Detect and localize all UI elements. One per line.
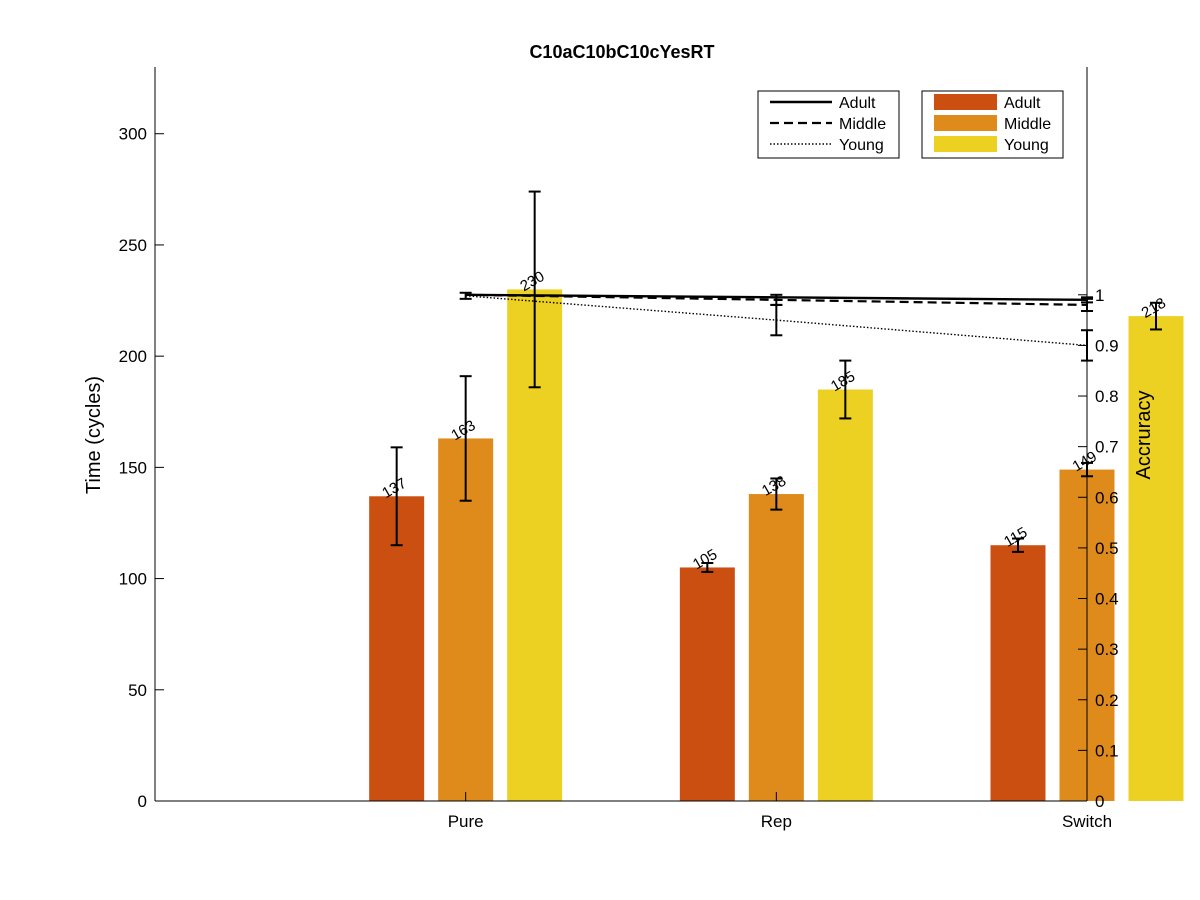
y-axis-left-label: Time (cycles)	[83, 376, 105, 494]
y-axis-right-label: Accruracy	[1133, 391, 1155, 480]
y-left-tick-label: 100	[119, 570, 147, 589]
y-right-tick-label: 0.4	[1095, 590, 1119, 609]
y-right-tick-label: 1	[1095, 286, 1104, 305]
legend-bar-swatch	[934, 94, 997, 110]
legend-line-label: Young	[839, 137, 884, 154]
y-right-tick-label: 0.1	[1095, 741, 1119, 760]
legend-bar-label: Young	[1004, 137, 1049, 154]
y-right-tick-label: 0.7	[1095, 438, 1119, 457]
y-left-tick-label: 200	[119, 347, 147, 366]
y-right-tick-label: 0.6	[1095, 488, 1119, 507]
y-right-tick-label: 0.2	[1095, 691, 1119, 710]
legend-bar-swatch	[934, 115, 997, 131]
bar-young	[817, 389, 873, 801]
y-left-tick-label: 0	[138, 792, 147, 811]
y-right-tick-label: 0.3	[1095, 640, 1119, 659]
y-left-tick-label: 150	[119, 458, 147, 477]
bar-adult	[369, 496, 425, 801]
y-right-tick-label: 0.9	[1095, 336, 1119, 355]
legend-bar-label: Adult	[1004, 95, 1041, 112]
x-tick-label: Pure	[448, 812, 484, 831]
x-tick-label: Switch	[1062, 812, 1112, 831]
y-right-tick-label: 0.5	[1095, 539, 1119, 558]
y-right-tick-label: 0.8	[1095, 387, 1119, 406]
y-right-tick-label: 0	[1095, 792, 1104, 811]
x-tick-label: Rep	[761, 812, 792, 831]
legend-bar-swatch	[934, 136, 997, 152]
legend-bar-label: Middle	[1004, 116, 1051, 133]
bar-middle	[748, 494, 804, 801]
bar-adult	[990, 545, 1046, 801]
legend: Adult Middle Young Adult Middle Young	[757, 90, 1064, 159]
axes-layer: 0 50 100 150 200 250 300 0 0.1 0.2 0.3 0.4 0.5 0.6 0.7…	[119, 67, 1119, 831]
bar-adult	[679, 567, 735, 801]
chart-title: C10aC10bC10cYesRT	[529, 42, 714, 62]
y-left-tick-label: 250	[119, 236, 147, 255]
bar-young	[1128, 316, 1184, 801]
y-left-tick-label: 300	[119, 125, 147, 144]
y-left-tick-label: 50	[128, 681, 147, 700]
legend-line-label: Adult	[839, 95, 876, 112]
legend-line-label: Middle	[839, 116, 886, 133]
